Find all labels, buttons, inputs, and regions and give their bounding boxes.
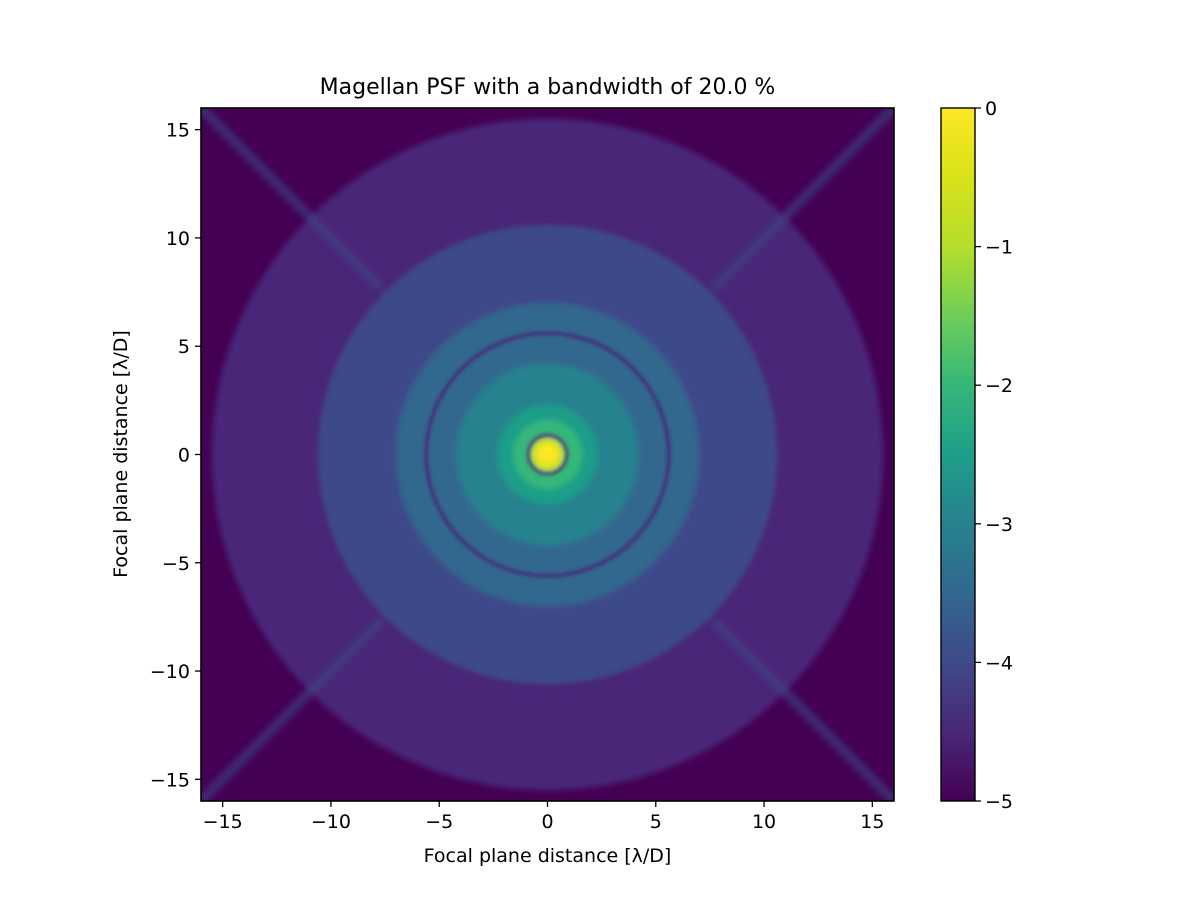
x-tick-label-3: 0	[541, 811, 553, 833]
colorbar-tick-label-2: −2	[985, 375, 1013, 397]
dark-ring-0	[526, 433, 569, 476]
spider-streak-2	[201, 565, 437, 801]
y-tick-label-1: −10	[150, 661, 190, 683]
y-tick-label-2: −5	[162, 553, 190, 575]
x-axis-label: Focal plane distance [λ/D]	[424, 845, 672, 867]
colorbar-tick-label-3: −3	[985, 514, 1013, 536]
dark-ring-1	[424, 331, 671, 578]
y-tick-label-3: 0	[178, 445, 190, 467]
y-tick-label-0: −15	[150, 769, 190, 791]
spider-streaks	[201, 108, 894, 801]
x-axis-ticks: −15 −10 −5 0 5 10 15	[203, 801, 884, 833]
x-tick-label-5: 10	[752, 811, 776, 833]
colorbar	[940, 107, 976, 802]
x-tick-label-1: −10	[311, 811, 351, 833]
colorbar-tick-label-1: −1	[985, 237, 1013, 259]
colorbar-tick-label-5: −5	[985, 791, 1013, 813]
psf-heatmap	[201, 108, 894, 801]
y-axis-label: Focal plane distance [λ/D]	[110, 330, 132, 578]
y-tick-label-6: 15	[166, 120, 190, 142]
y-tick-label-5: 10	[166, 228, 190, 250]
y-tick-label-4: 5	[178, 336, 190, 358]
colorbar-tick-label-4: −4	[985, 652, 1013, 674]
spider-streak-0	[658, 108, 894, 344]
dark-ring-2	[311, 218, 784, 691]
psf-level-13	[542, 449, 553, 460]
x-tick-label-0: −15	[203, 811, 243, 833]
chart-title: Magellan PSF with a bandwidth of 20.0 %	[320, 75, 776, 100]
x-tick-label-2: −5	[425, 811, 453, 833]
dark-rings	[311, 218, 784, 691]
colorbar-ticks: 0 −1 −2 −3 −4 −5	[975, 98, 1013, 813]
spider-streak-3	[658, 565, 894, 801]
spider-streak-1	[201, 108, 437, 344]
colorbar-tick-label-0: 0	[985, 98, 997, 120]
x-tick-label-4: 5	[650, 811, 662, 833]
y-axis-ticks: −15 −10 −5 0 5 10 15	[150, 120, 201, 791]
x-tick-label-6: 15	[860, 811, 884, 833]
